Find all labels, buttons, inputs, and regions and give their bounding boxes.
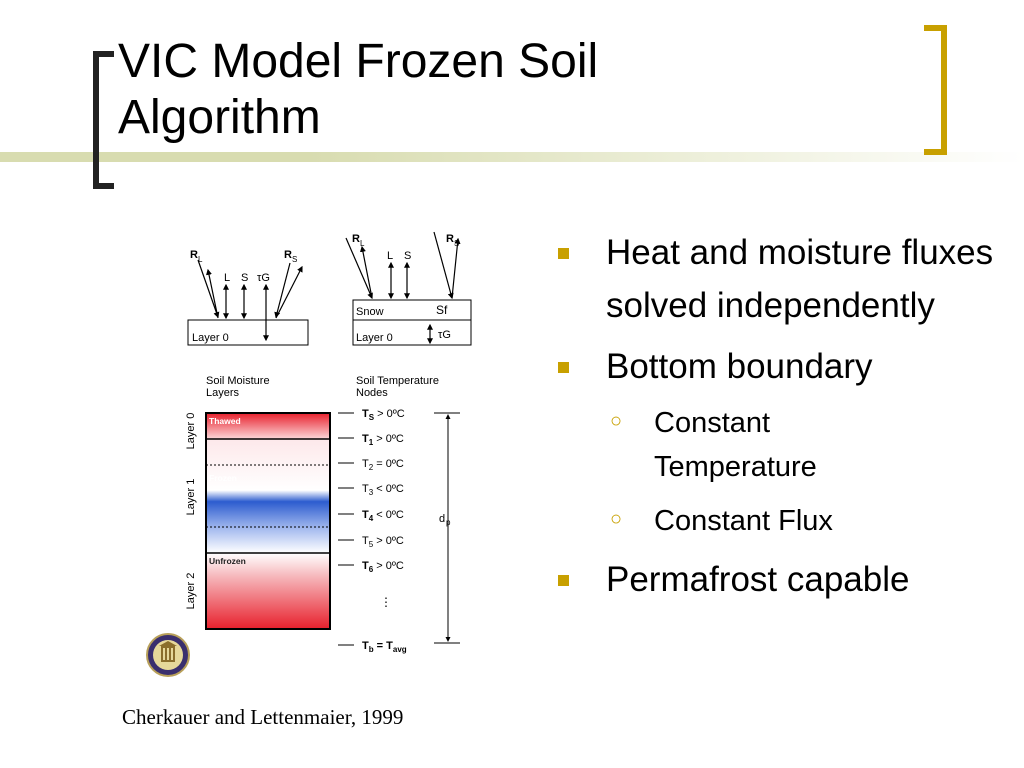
- temperature-node-label: T2 = 0ºC: [362, 458, 404, 472]
- temperature-node-label: T1 > 0ºC: [362, 433, 404, 447]
- title-underline-band: [0, 152, 1024, 162]
- svg-text:Soil Temperature: Soil Temperature: [356, 375, 439, 387]
- svg-text:Layer 1: Layer 1: [185, 479, 197, 516]
- svg-text:Nodes: Nodes: [356, 387, 388, 399]
- temperature-nodes: TS > 0ºC T1 > 0ºC T2 = 0ºC T3 < 0ºC T4 < 0ºC…: [338, 408, 407, 654]
- node-ellipsis: ⋮: [380, 595, 392, 609]
- svg-text:Frozen: Frozen: [209, 473, 237, 483]
- soil-moisture-heading: Soil Moisture Layers: [206, 375, 270, 399]
- svg-text:p: p: [446, 518, 451, 527]
- svg-text:R: R: [446, 233, 454, 245]
- temperature-node-label: TS > 0ºC: [362, 408, 405, 422]
- sub-bullet-item: ○ Constant Flux: [610, 505, 833, 537]
- svg-text:Unfrozen: Unfrozen: [209, 556, 246, 566]
- right-bracket: [924, 25, 947, 155]
- svg-text:L: L: [360, 239, 365, 248]
- svg-text:Soil Moisture: Soil Moisture: [206, 375, 270, 387]
- figure-citation: Cherkauer and Lettenmaier, 1999: [122, 705, 404, 729]
- svg-text:R: R: [190, 249, 198, 261]
- svg-text:Snow: Snow: [356, 306, 384, 318]
- soil-column: Thawed Frozen Unfrozen Layer 0 Layer 1 L…: [185, 412, 331, 630]
- svg-text:R: R: [352, 233, 360, 245]
- svg-text:Thawed: Thawed: [209, 416, 241, 426]
- bullet-item: Bottom boundary: [556, 340, 1016, 393]
- circle-bullet-icon: ○: [610, 410, 623, 432]
- svg-text:S: S: [454, 239, 459, 248]
- title-line-1: VIC Model Frozen Soil: [118, 35, 599, 88]
- temperature-node-label: Tb = Tavg: [362, 640, 407, 654]
- svg-text:S: S: [241, 272, 248, 284]
- svg-text:Layer 0: Layer 0: [185, 413, 197, 450]
- temperature-node-label: T6 > 0ºC: [362, 560, 404, 574]
- svg-text:S: S: [404, 250, 411, 262]
- slide-title: VIC Model Frozen Soil Algorithm: [118, 34, 878, 146]
- svg-text:S: S: [292, 255, 297, 264]
- sub-bullet-item: ○ Constant Temperature: [610, 407, 817, 483]
- svg-text:Layers: Layers: [206, 387, 240, 399]
- svg-text:L: L: [387, 250, 393, 262]
- temperature-node-label: T4 < 0ºC: [362, 509, 404, 523]
- svg-text:R: R: [284, 249, 292, 261]
- title-line-2: Algorithm: [118, 91, 321, 144]
- circle-bullet-icon: ○: [610, 508, 623, 530]
- temperature-node-label: T3 < 0ºC: [362, 483, 404, 497]
- left-bracket: [93, 51, 114, 189]
- bullet-item: Permafrost capable: [556, 553, 1016, 606]
- svg-text:Layer 0: Layer 0: [356, 332, 393, 344]
- university-seal-logo: [146, 633, 190, 677]
- svg-text:τG: τG: [257, 272, 270, 284]
- svg-text:L: L: [198, 255, 203, 264]
- damping-depth-arrow: d p: [434, 412, 460, 644]
- square-bullet-icon: [558, 248, 569, 259]
- svg-text:Layer 2: Layer 2: [185, 573, 197, 610]
- svg-text:Sf: Sf: [436, 303, 448, 317]
- bullet-item: Heat and moisture fluxes solved independ…: [556, 226, 1006, 332]
- svg-text:d: d: [439, 513, 445, 525]
- soil-temperature-heading: Soil Temperature Nodes: [356, 375, 439, 399]
- svg-text:τG: τG: [438, 329, 451, 341]
- svg-text:Layer 0: Layer 0: [192, 332, 229, 344]
- square-bullet-icon: [558, 575, 569, 586]
- svg-text:L: L: [224, 272, 230, 284]
- temperature-node-label: T5 > 0ºC: [362, 535, 404, 549]
- square-bullet-icon: [558, 362, 569, 373]
- bullet-list: Heat and moisture fluxes solved independ…: [556, 226, 1016, 614]
